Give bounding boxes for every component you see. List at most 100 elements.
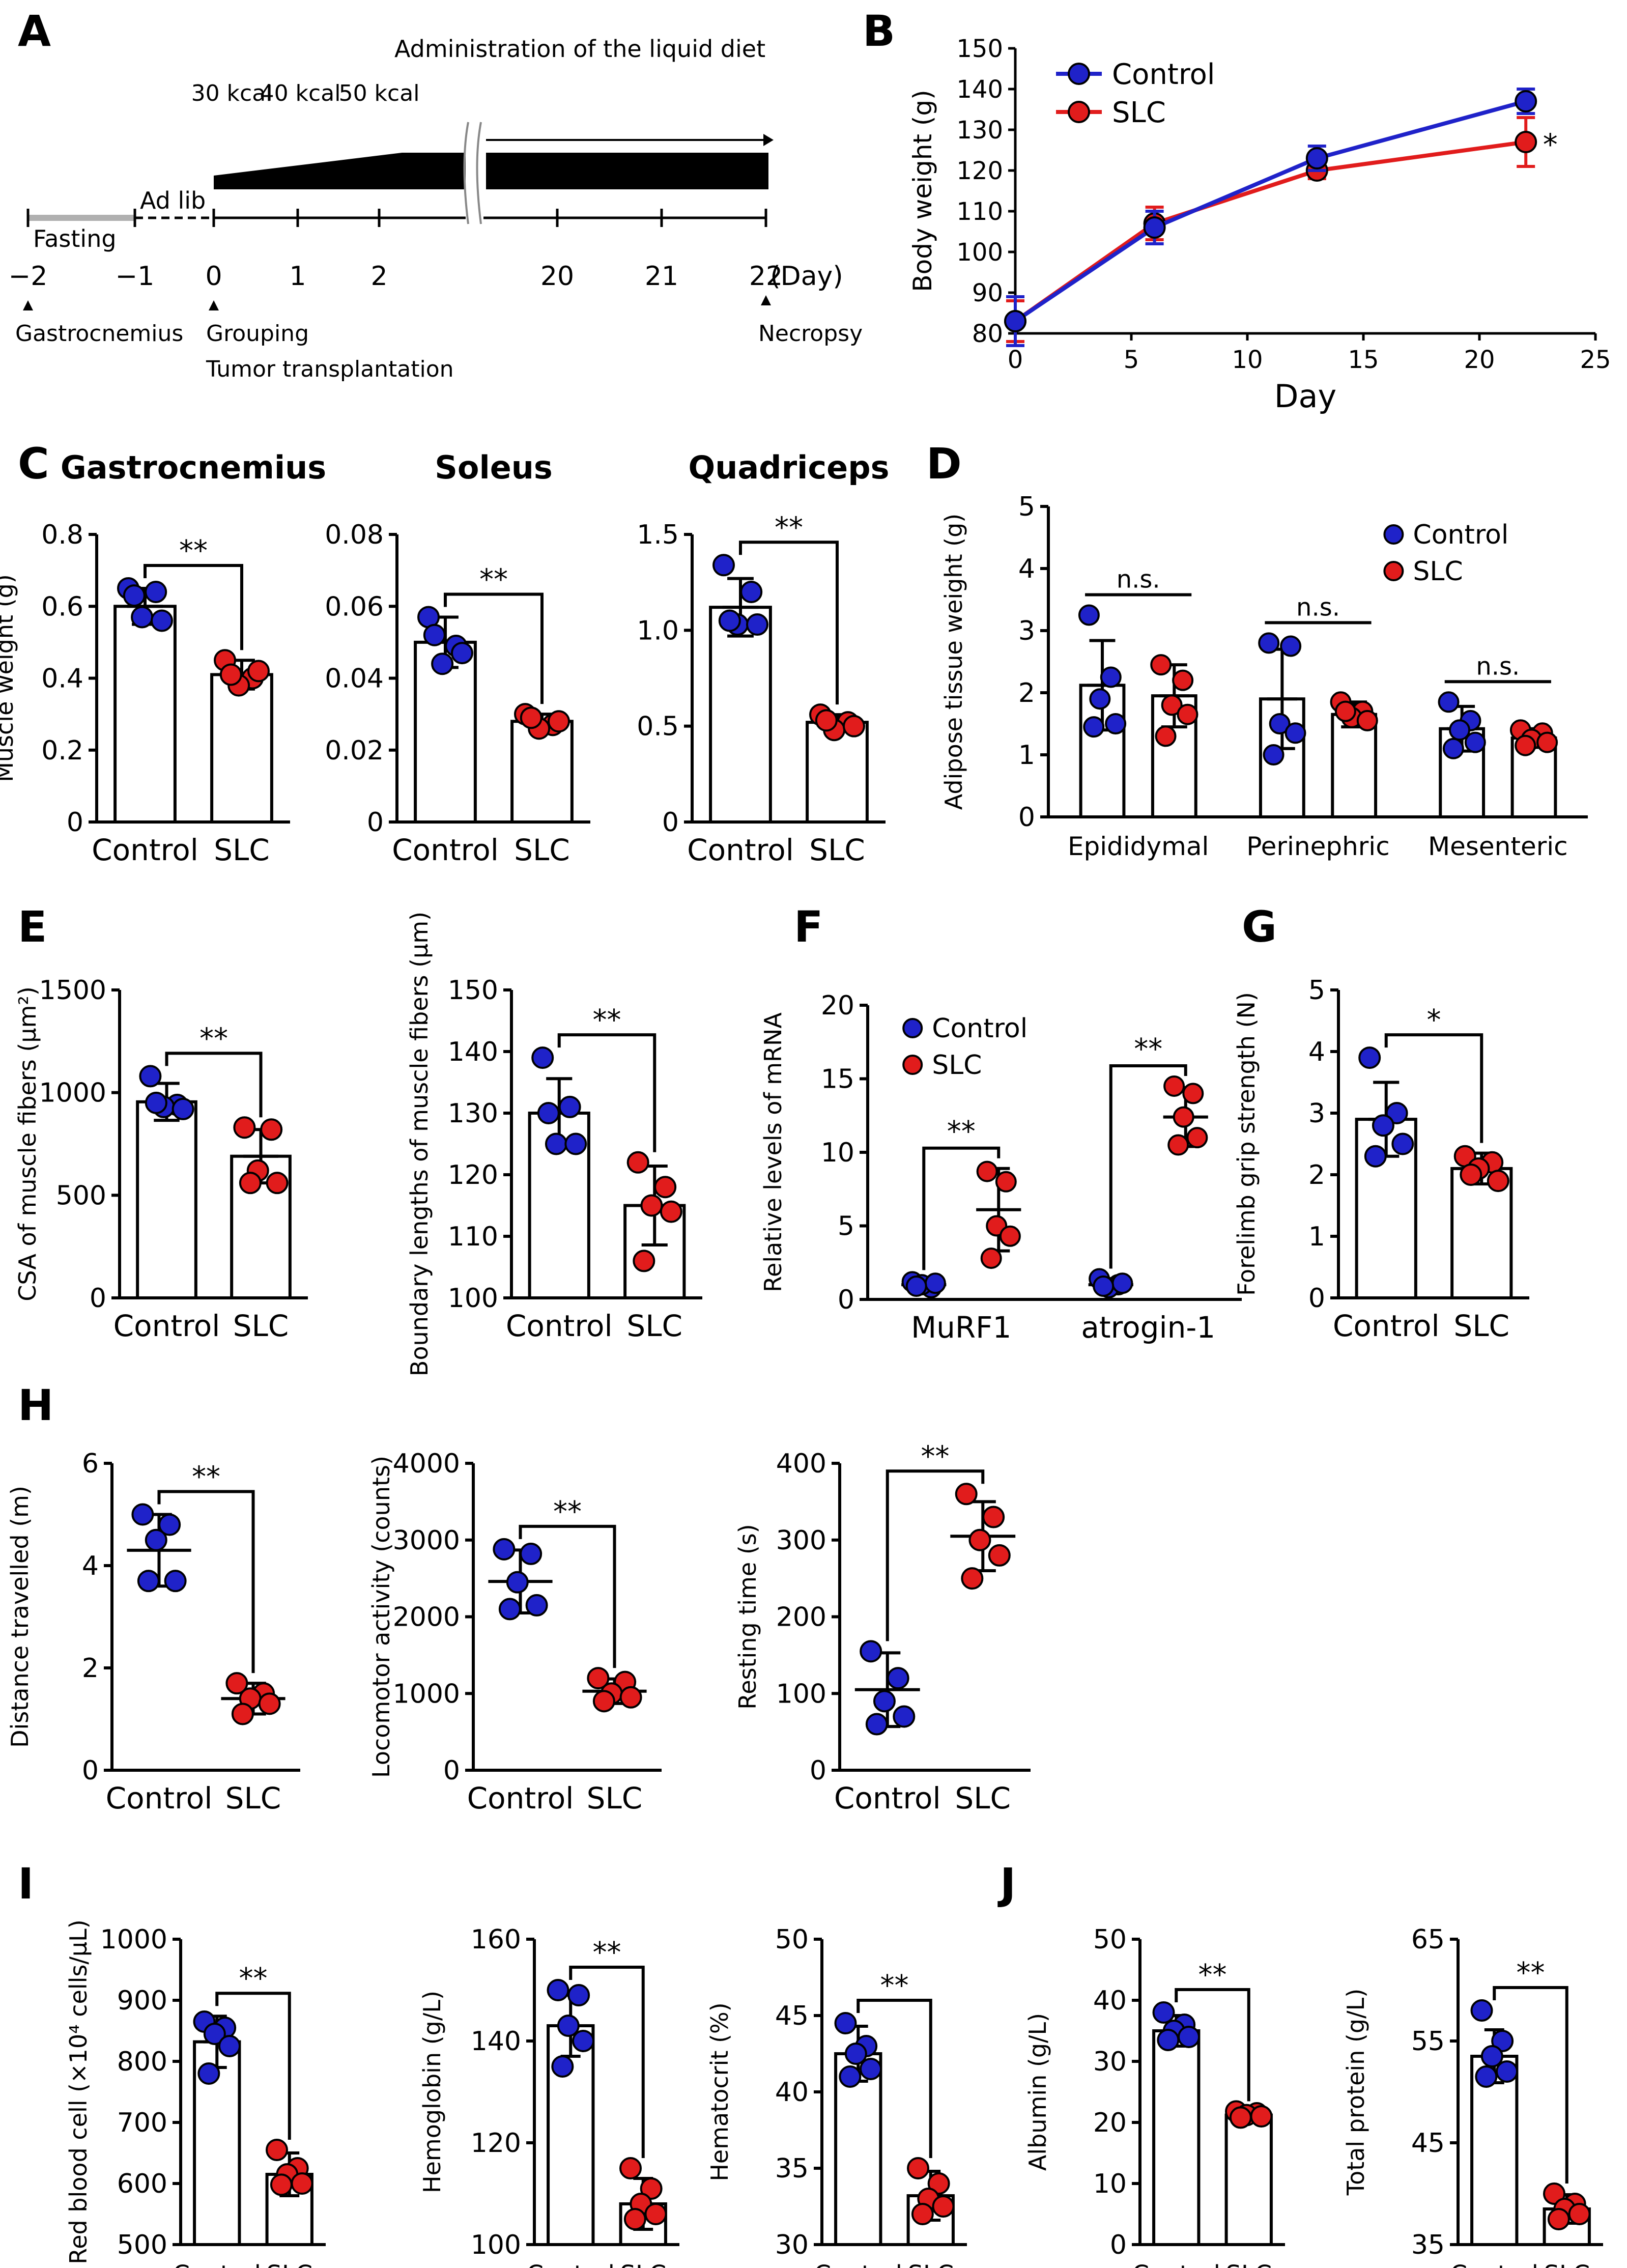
y-tick-label: 2 — [82, 1653, 99, 1684]
y-tick-label: 35 — [1411, 2230, 1445, 2260]
significance-label: ** — [947, 1115, 976, 1148]
x-category-label: Perinephric — [1246, 832, 1389, 861]
significance-label: ** — [1134, 1033, 1162, 1066]
significance-label: ** — [239, 1962, 268, 1995]
x-category-label: Control — [392, 833, 499, 867]
data-point — [506, 1571, 529, 1594]
data-point — [1547, 2208, 1570, 2230]
panel-letter-j: J — [997, 1859, 1016, 1909]
x-category-label: Control — [506, 1309, 613, 1343]
y-tick-label: 15 — [821, 1064, 854, 1095]
y-tick-label: 45 — [775, 2001, 809, 2031]
y-tick-label: 6 — [82, 1449, 99, 1479]
y-tick-label: 4 — [82, 1551, 99, 1581]
data-point — [520, 706, 543, 729]
data-point — [1536, 731, 1558, 753]
y-tick-label: 20 — [1093, 2108, 1127, 2138]
chart-title: Quadriceps — [689, 449, 890, 486]
x-category-label: Control — [1450, 2260, 1538, 2268]
y-tick-label: 4 — [1308, 1037, 1325, 1067]
y-tick-label: 110 — [448, 1222, 498, 1252]
data-point — [431, 653, 454, 675]
kcal-50-label: 50 kcal — [339, 80, 420, 106]
data-point — [988, 1544, 1011, 1567]
significance-label: * — [1427, 1004, 1441, 1037]
data-point — [955, 1483, 978, 1506]
data-point — [873, 1690, 896, 1713]
x-category-label: Control — [113, 1309, 220, 1343]
legend-label: SLC — [1112, 96, 1166, 129]
y-tick-label: 10 — [1093, 2169, 1127, 2199]
chart-e-boundary: 100 110 120 130 140 150 Control SLC ** Boundary l… — [406, 912, 702, 1376]
chart-c-gastrocnemius: 0 0.2 0.4 0.6 0.8 Control SLC ** Gastrocnemius Mu… — [0, 449, 326, 867]
data-point — [258, 1692, 281, 1715]
y-tick-label: 0 — [662, 807, 679, 838]
y-tick-label: 100 — [448, 1283, 498, 1314]
diet-block-2 — [486, 153, 768, 189]
data-point — [172, 1097, 194, 1120]
data-point — [1083, 716, 1105, 738]
data-point — [247, 660, 270, 683]
panel-letter-c: C — [18, 439, 49, 489]
chart-j-total-protein: 35 45 55 65 Control SLC ** Total protein (g/L) — [1342, 1924, 1603, 2268]
y-tick-label: 200 — [776, 1602, 826, 1633]
data-point — [839, 2065, 862, 2088]
data-point — [1269, 713, 1291, 734]
y-tick-label: 100 — [956, 238, 1003, 267]
diet-arrow-head — [763, 134, 774, 146]
data-point — [150, 609, 173, 632]
y-axis-label: Forelimb grip strength (N) — [1233, 992, 1260, 1296]
data-point — [644, 2203, 667, 2225]
x-tick-label: 20 — [1464, 346, 1495, 374]
data-point — [746, 613, 768, 636]
y-tick-label: 0 — [367, 807, 384, 838]
y-tick-label: 150 — [448, 975, 498, 1006]
significance-bracket — [157, 1490, 255, 1674]
x-tick-label: 5 — [1124, 346, 1139, 374]
data-point — [545, 1132, 567, 1155]
y-tick-label: 50 — [1093, 1924, 1127, 1955]
chart-c-soleus: 0 0.02 0.04 0.06 0.08 Control SLC ** Soleus — [325, 449, 590, 867]
y-tick-label: 0.5 — [637, 712, 679, 742]
data-point — [1305, 147, 1328, 169]
data-point — [1372, 1114, 1394, 1137]
data-point — [450, 642, 473, 665]
chart-j-albumin: 0 10 20 30 40 50 Control SLC ** Albumin (g/L) — [1024, 1924, 1285, 2268]
significance-label: ** — [553, 1495, 582, 1528]
x-category-label: SLC — [1544, 2260, 1590, 2268]
significance-label: ** — [1198, 1959, 1227, 1992]
data-point — [961, 1567, 984, 1590]
data-point — [640, 1194, 663, 1217]
significance-bracket — [144, 563, 243, 650]
data-point — [1391, 1132, 1414, 1155]
y-tick-label: 0 — [82, 1755, 99, 1786]
y-tick-label: 4 — [1018, 554, 1035, 584]
y-tick-label: 120 — [448, 1160, 498, 1190]
data-point — [137, 1570, 160, 1593]
data-point — [164, 1570, 187, 1593]
x-category-label: Control — [834, 1781, 941, 1816]
x-category-label: SLC — [266, 2260, 312, 2268]
data-point — [927, 2172, 950, 2195]
data-point — [815, 709, 838, 732]
chart-i-hematocrit: 30 35 40 45 50 Control SLC ** Hematocrit (%) — [706, 1924, 967, 2268]
day-label-1: 1 — [289, 261, 306, 292]
significance-bracket — [519, 1524, 616, 1668]
diet-ramp — [214, 153, 402, 189]
data-point — [995, 1171, 1017, 1193]
data-point — [219, 663, 242, 686]
data-point — [291, 2172, 313, 2195]
y-tick-label: 1.0 — [637, 615, 679, 646]
data-point — [1495, 2060, 1518, 2083]
y-tick-label: 130 — [448, 1098, 498, 1129]
data-point — [905, 1275, 927, 1297]
chart-g-grip: 0 1 2 3 4 5 Control SLC * Forelimb grip strength … — [1233, 975, 1529, 1343]
significance-bracket — [1384, 1033, 1483, 1143]
day-label-m2: −2 — [9, 261, 48, 292]
y-tick-label: 120 — [471, 2128, 521, 2159]
y-tick-label: 150 — [956, 35, 1003, 63]
y-tick-label: 40 — [1093, 1986, 1127, 2016]
data-point — [633, 1250, 655, 1272]
gastrocnemius-label: Gastrocnemius — [15, 321, 183, 347]
diet-block-1 — [402, 153, 466, 189]
